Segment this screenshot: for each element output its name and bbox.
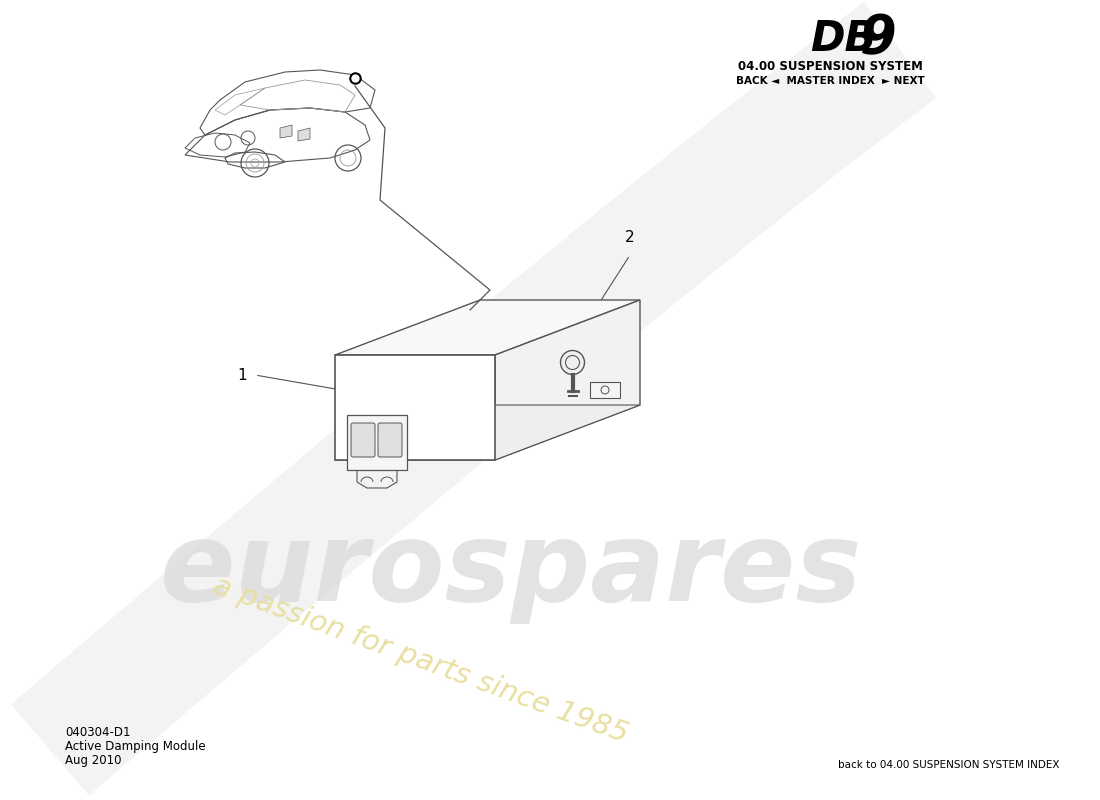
Text: 04.00 SUSPENSION SYSTEM: 04.00 SUSPENSION SYSTEM [738,60,923,73]
Polygon shape [336,405,640,460]
Circle shape [561,350,584,374]
Text: BACK ◄  MASTER INDEX  ► NEXT: BACK ◄ MASTER INDEX ► NEXT [736,76,924,86]
Text: 2: 2 [625,230,635,245]
Text: DB: DB [810,18,877,60]
Polygon shape [346,415,407,470]
Text: eurospares: eurospares [160,517,862,623]
Text: a passion for parts since 1985: a passion for parts since 1985 [209,572,631,748]
Text: 040304-D1: 040304-D1 [65,726,131,739]
Text: 1: 1 [238,367,248,382]
Text: Aug 2010: Aug 2010 [65,754,121,767]
Polygon shape [590,382,620,398]
Polygon shape [336,355,495,460]
Polygon shape [336,300,640,355]
Text: Active Damping Module: Active Damping Module [65,740,206,753]
FancyBboxPatch shape [351,423,375,457]
Polygon shape [11,2,936,795]
Text: back to 04.00 SUSPENSION SYSTEM INDEX: back to 04.00 SUSPENSION SYSTEM INDEX [838,760,1060,770]
Polygon shape [298,128,310,141]
FancyBboxPatch shape [378,423,402,457]
Polygon shape [495,300,640,460]
Polygon shape [280,125,292,138]
Text: 9: 9 [860,12,896,64]
